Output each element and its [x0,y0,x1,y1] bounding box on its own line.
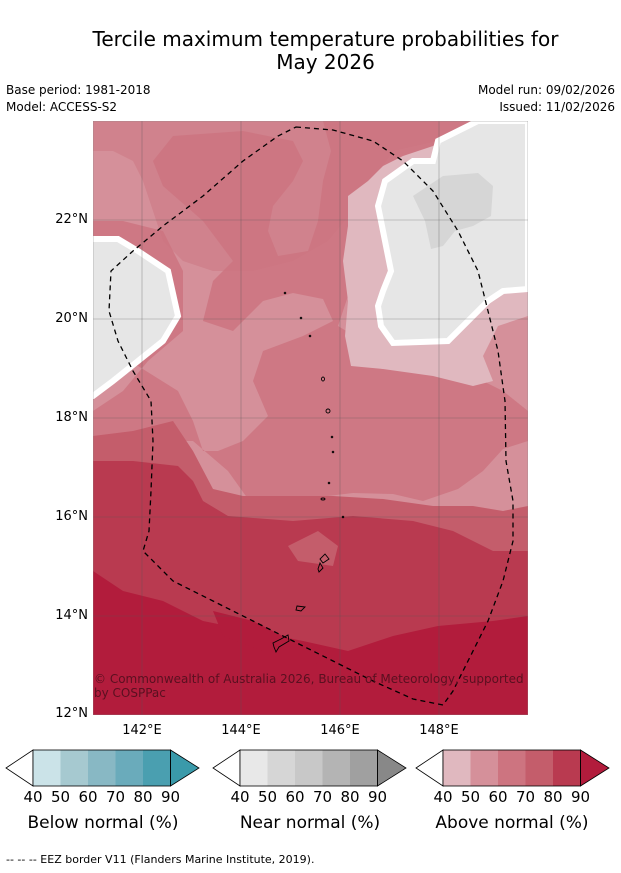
model-name: Model: ACCESS-S2 [6,100,118,114]
tick: 80 [340,788,360,806]
tick: 90 [570,788,591,806]
map-canvas [93,121,528,715]
tick: 50 [50,788,71,806]
islands [272,291,345,654]
lon-label-142: 142°E [122,723,162,738]
title-line-1: Tercile maximum temperature probabilitie… [92,27,559,51]
colorbar-above [415,749,610,787]
shade-near-left [93,236,182,399]
lat-label-16: 16°N [55,509,88,524]
base-period: Base period: 1981-2018 [6,83,151,97]
issued-date: Issued: 11/02/2026 [499,100,615,114]
tick: 60 [285,788,305,806]
meta-right: Model run: 09/02/2026 Issued: 11/02/2026 [478,82,615,116]
model-run: Model run: 09/02/2026 [477,83,615,97]
tick: 60 [78,788,98,806]
meta-left: Base period: 1981-2018 Model: ACCESS-S2 [6,82,151,116]
title-line-2: May 2026 [276,50,375,74]
map-title: Tercile maximum temperature probabilitie… [0,28,621,74]
tick: 70 [105,788,126,806]
tick: 80 [133,788,153,806]
tick: 50 [257,788,278,806]
tick: 40 [433,788,453,806]
colorbar-title-near: Near normal (%) [239,813,381,833]
colorbar-below [5,749,200,787]
tick: 90 [160,788,181,806]
colorbar-near [212,749,407,787]
lat-label-22: 22°N [55,212,88,227]
copyright-text: © Commonwealth of Australia 2026, Bureau… [94,672,524,700]
lon-label-148: 148°E [419,723,459,738]
footer-note: -- -- -- EEZ border V11 (Flanders Marine… [6,853,315,866]
lon-label-146: 146°E [320,723,360,738]
gridlines [93,121,528,715]
tick: 40 [23,788,43,806]
lat-label-20: 20°N [55,311,88,326]
lat-label-18: 18°N [55,410,88,425]
lat-label-14: 14°N [55,608,88,623]
lon-label-144: 144°E [221,723,261,738]
tick: 70 [515,788,536,806]
tick: 80 [543,788,563,806]
tick: 70 [312,788,333,806]
tick: 60 [488,788,508,806]
colorbar-title-above: Above normal (%) [435,813,589,833]
shade-above-80-lobe [213,611,333,666]
colorbar-title-below: Below normal (%) [27,813,179,833]
lat-label-12: 12°N [55,706,88,721]
shade-above-80 [93,571,528,715]
tick: 90 [367,788,388,806]
tick: 40 [230,788,250,806]
tick: 50 [460,788,481,806]
shade-above-70-notch [288,531,338,566]
